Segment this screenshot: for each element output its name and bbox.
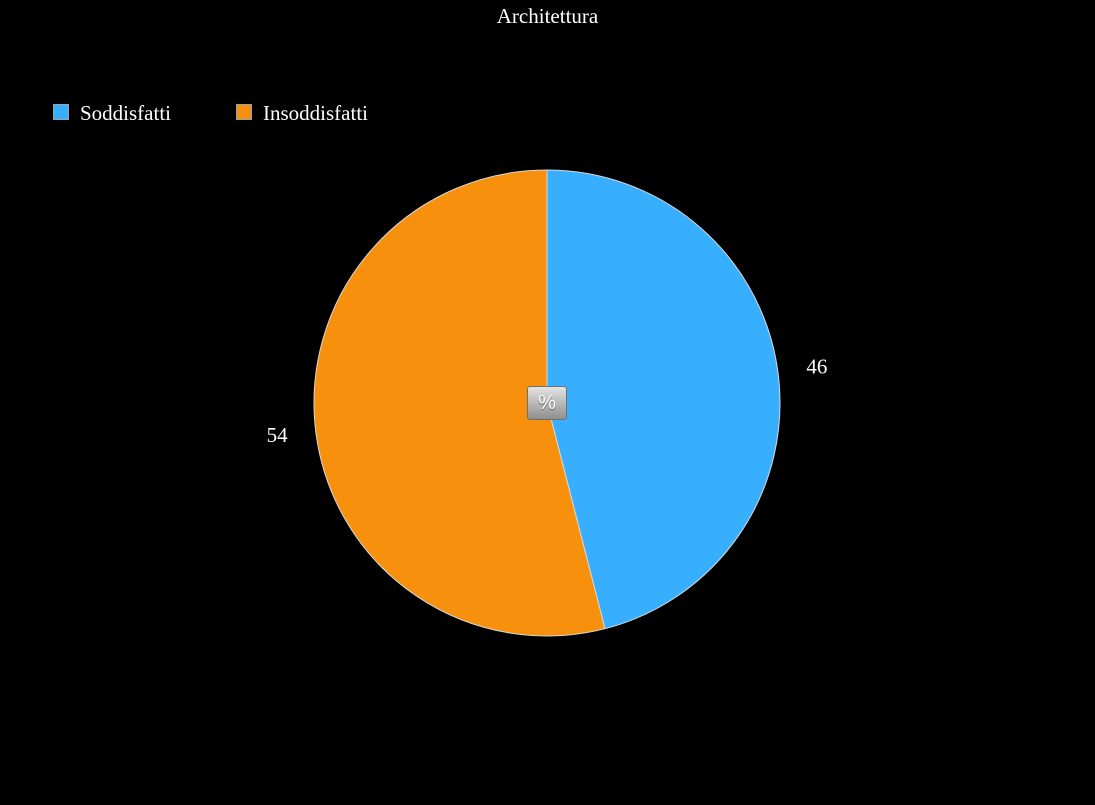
pie-slice-label-insoddisfatti: 54 xyxy=(267,423,289,447)
legend-swatch-insoddisfatti xyxy=(236,104,252,120)
chart-title: Architettura xyxy=(496,4,599,28)
pie-slice-insoddisfatti[interactable] xyxy=(313,169,606,637)
pie-slice-soddisfatti[interactable] xyxy=(546,169,781,630)
percent-toggle-button[interactable]: % xyxy=(527,386,567,420)
legend-swatch-soddisfatti xyxy=(53,104,69,120)
pie-slice-label-soddisfatti: 46 xyxy=(806,355,827,379)
legend-label-insoddisfatti: Insoddisfatti xyxy=(263,101,368,125)
legend-label-soddisfatti: Soddisfatti xyxy=(80,101,172,125)
